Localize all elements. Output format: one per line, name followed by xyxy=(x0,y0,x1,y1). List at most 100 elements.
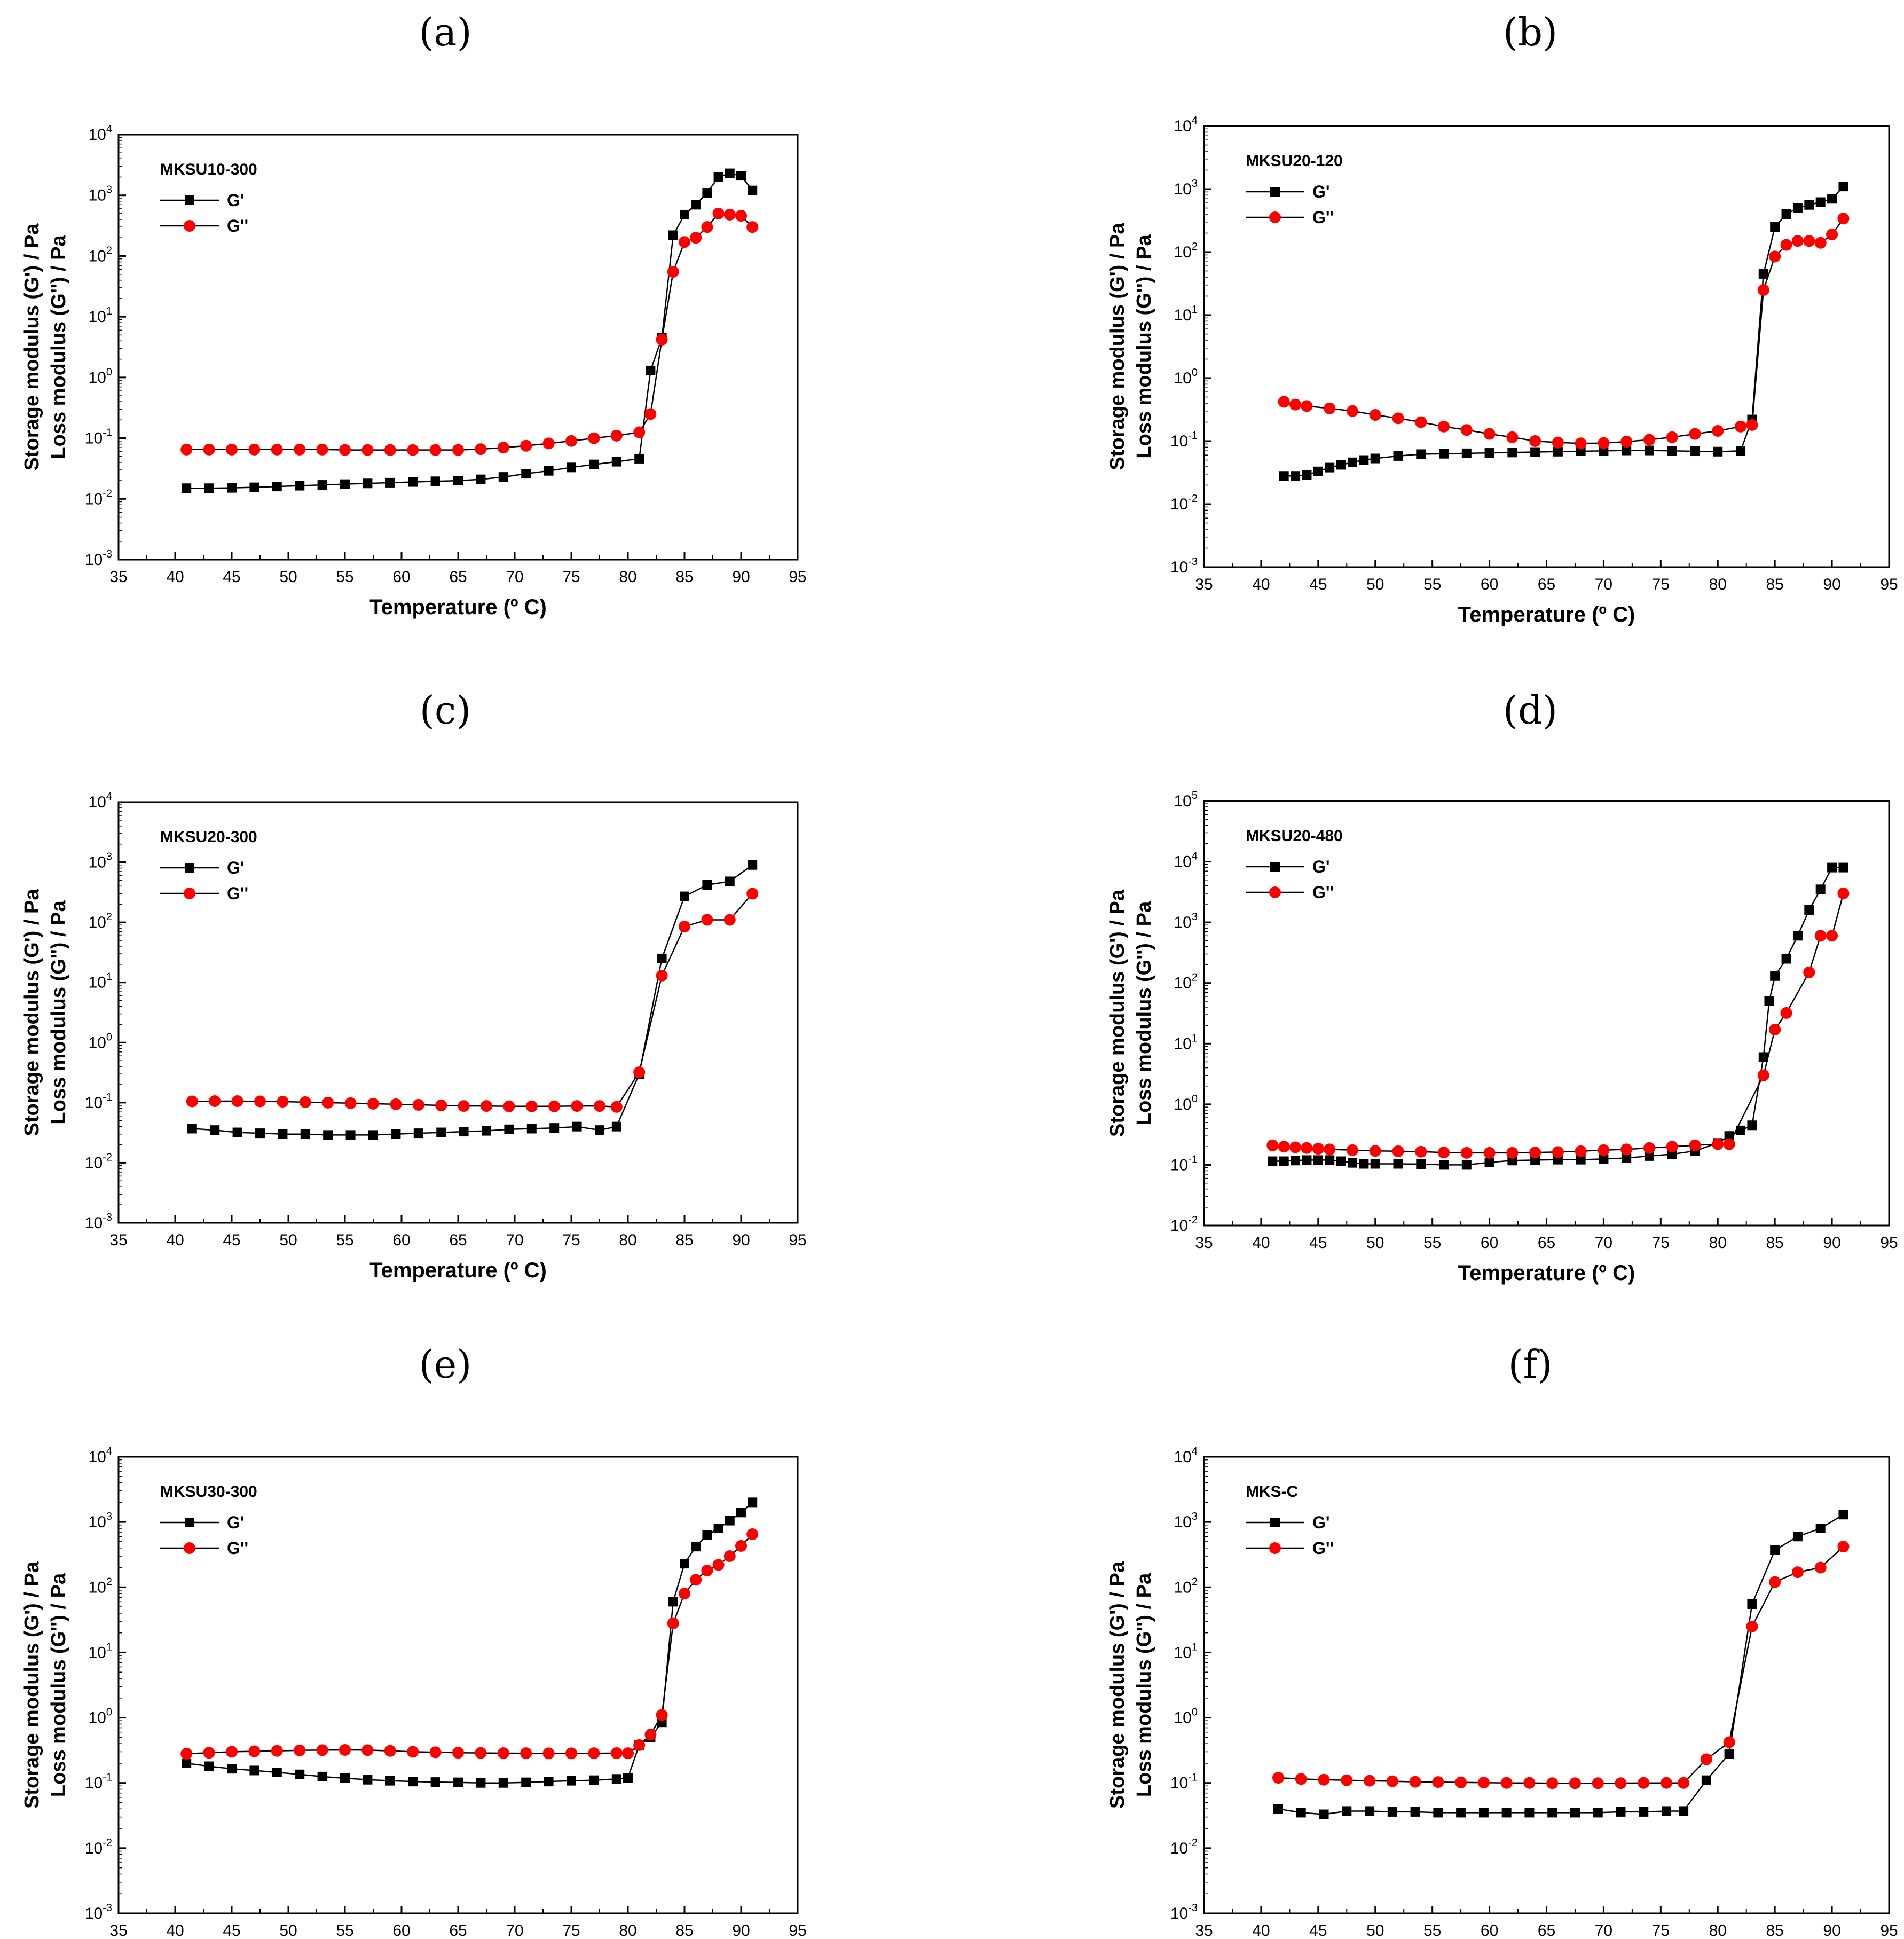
y-tick-label: 100 xyxy=(89,1707,113,1727)
data-point xyxy=(691,1542,701,1552)
data-point xyxy=(1769,1024,1781,1036)
data-point xyxy=(1758,1052,1768,1062)
data-point xyxy=(1279,1156,1289,1166)
data-point xyxy=(1336,1156,1346,1166)
data-point xyxy=(544,1777,554,1787)
y-tick-label: 10-3 xyxy=(1170,556,1198,576)
data-point xyxy=(723,208,736,221)
data-point xyxy=(1370,1159,1380,1169)
data-point xyxy=(429,444,442,456)
data-point xyxy=(1325,1155,1335,1165)
data-point xyxy=(476,1778,486,1788)
data-point xyxy=(1369,1145,1381,1157)
data-point xyxy=(254,1095,266,1108)
data-point xyxy=(1312,1143,1324,1155)
data-point xyxy=(1392,1145,1404,1157)
data-point xyxy=(520,1747,532,1760)
data-point xyxy=(1570,1808,1580,1818)
x-axis-label: Temperature (º C) xyxy=(369,1259,547,1282)
data-point xyxy=(1523,1777,1536,1789)
x-tick-label: 80 xyxy=(619,568,636,586)
data-point xyxy=(368,1130,378,1140)
x-tick-label: 85 xyxy=(675,568,693,586)
x-tick-label: 90 xyxy=(1823,576,1840,593)
plot-frame xyxy=(117,134,799,561)
data-point xyxy=(1770,222,1780,232)
x-tick-label: 50 xyxy=(1366,1234,1384,1252)
y-axis-label-loss: Loss modulus (G'') / Pa xyxy=(1133,1573,1155,1797)
legend-label: G' xyxy=(1312,1513,1330,1532)
data-point xyxy=(1347,1158,1357,1168)
x-tick-label: 70 xyxy=(506,1922,523,1939)
legend-marker xyxy=(1269,211,1281,223)
legend-marker xyxy=(185,195,194,205)
data-point xyxy=(1724,1749,1734,1759)
data-point xyxy=(520,439,532,452)
data-point xyxy=(1268,1156,1278,1166)
data-point xyxy=(1365,1806,1375,1816)
y-tick-label: 100 xyxy=(1174,1093,1198,1113)
y-tick-label: 10-1 xyxy=(1170,1153,1198,1174)
legend-marker xyxy=(1270,187,1280,197)
x-tick-label: 40 xyxy=(166,568,184,586)
data-point xyxy=(453,1777,463,1787)
data-point xyxy=(725,168,735,178)
data-point xyxy=(323,1130,333,1140)
data-point xyxy=(1838,182,1848,192)
y-axis-label-loss: Loss modulus (G'') / Pa xyxy=(48,900,70,1125)
data-point xyxy=(1837,887,1850,899)
data-point xyxy=(542,1747,555,1760)
data-point xyxy=(475,443,487,456)
data-point xyxy=(1804,905,1814,915)
x-tick-label: 35 xyxy=(109,1231,127,1249)
y-tick-label: 101 xyxy=(89,305,113,326)
x-tick-label: 60 xyxy=(392,1922,410,1939)
data-point xyxy=(1575,1145,1587,1157)
data-point xyxy=(701,1565,713,1577)
data-point xyxy=(1827,862,1837,873)
y-tick-label: 104 xyxy=(1174,851,1198,871)
y-tick-label: 100 xyxy=(89,366,113,387)
data-point xyxy=(1781,209,1791,219)
x-tick-label: 75 xyxy=(1652,1234,1670,1252)
data-point xyxy=(187,1124,197,1134)
data-point xyxy=(735,210,747,222)
data-point xyxy=(1689,428,1701,440)
data-point xyxy=(459,1127,469,1137)
data-point xyxy=(611,1774,621,1784)
data-point xyxy=(453,476,463,486)
data-point xyxy=(1826,930,1838,942)
data-point xyxy=(1318,1773,1330,1786)
data-point xyxy=(1700,1753,1712,1765)
data-point xyxy=(1598,1144,1610,1156)
data-point xyxy=(299,1096,311,1108)
x-tick-label: 55 xyxy=(336,568,353,586)
chart-panel-6: (f) 35 40 45 50 55 60 65 70 75 80 85 90 95 10-3 10-2 10-… xyxy=(1106,1342,1898,1939)
x-tick-label: 80 xyxy=(1709,1234,1727,1252)
data-point xyxy=(1620,1143,1633,1156)
data-point xyxy=(1599,1154,1609,1164)
y-tick-label: 10-3 xyxy=(85,1212,112,1232)
x-tick-label: 80 xyxy=(1709,576,1727,593)
data-point xyxy=(1764,996,1774,1006)
data-point xyxy=(549,1123,560,1133)
data-point xyxy=(1347,457,1357,467)
data-point xyxy=(1781,954,1791,964)
data-point xyxy=(1723,1138,1735,1150)
legend-label: G'' xyxy=(227,1538,248,1558)
data-point xyxy=(339,1744,351,1756)
data-point xyxy=(317,1771,327,1781)
data-point xyxy=(452,1747,464,1759)
data-point xyxy=(363,1775,373,1785)
data-point xyxy=(295,1769,305,1779)
data-point xyxy=(1359,455,1369,465)
panel-label: (a) xyxy=(419,10,471,54)
y-tick-label: 10-2 xyxy=(85,488,112,508)
x-tick-label: 70 xyxy=(506,568,523,586)
y-tick-label: 100 xyxy=(1174,1707,1198,1727)
sample-name: MKSU20-300 xyxy=(160,828,257,846)
data-point xyxy=(1769,250,1781,263)
data-point xyxy=(1644,1151,1654,1161)
data-point xyxy=(668,230,678,240)
series-line-g-double-prime xyxy=(186,213,753,451)
